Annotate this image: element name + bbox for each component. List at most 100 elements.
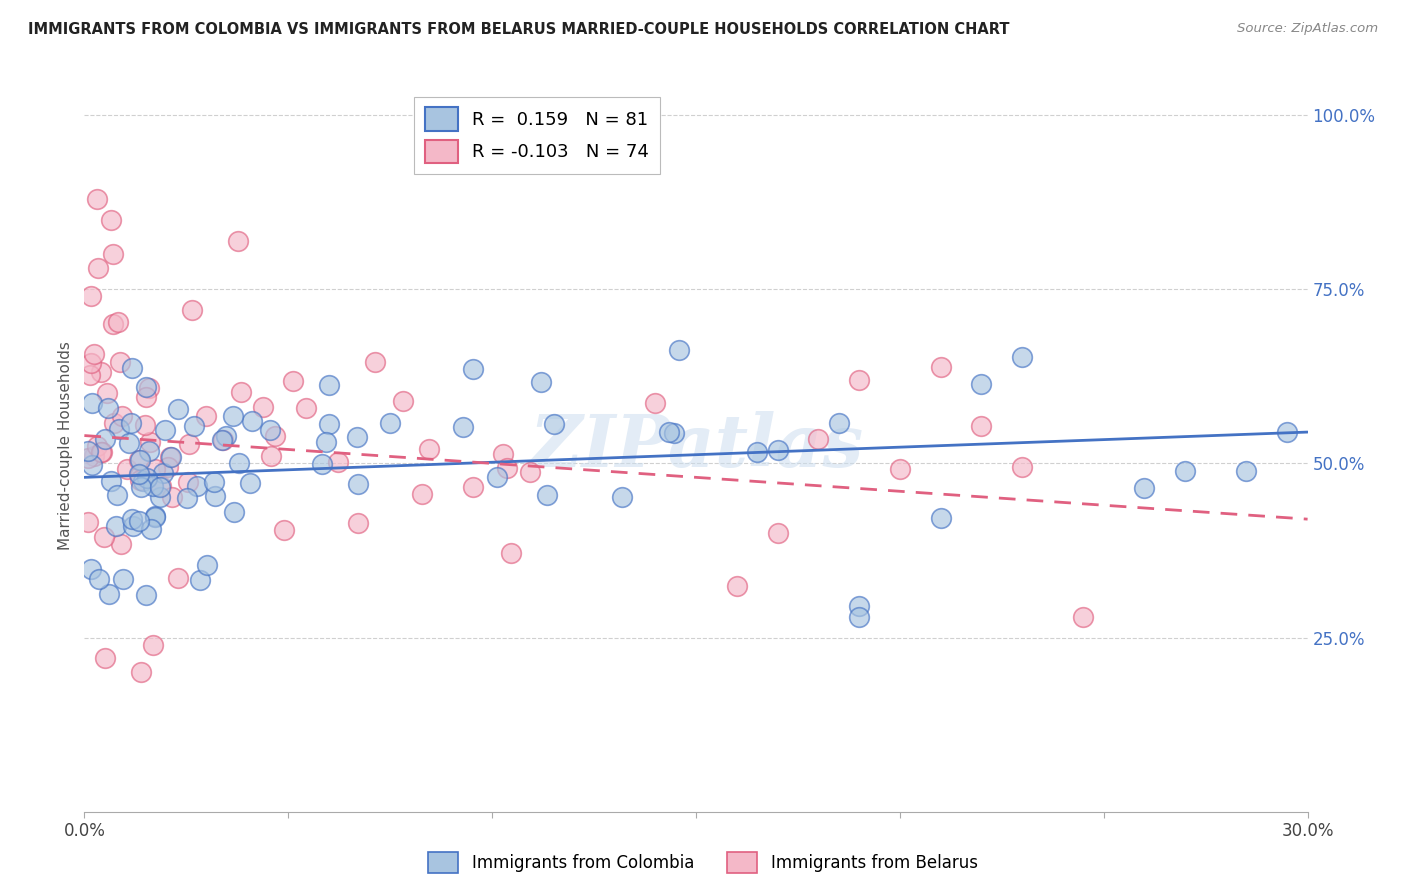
- Point: [222, 505, 245, 519]
- Y-axis label: Married-couple Households: Married-couple Households: [58, 342, 73, 550]
- Point: [101, 317, 124, 331]
- Point: [86, 439, 108, 453]
- Point: [129, 452, 152, 467]
- Point: [160, 490, 183, 504]
- Point: [828, 416, 851, 430]
- Point: [211, 433, 233, 447]
- Point: [725, 578, 748, 592]
- Point: [501, 546, 523, 560]
- Point: [107, 315, 129, 329]
- Point: [90, 365, 112, 379]
- Point: [347, 516, 370, 531]
- Point: [128, 474, 150, 488]
- Point: [149, 490, 172, 504]
- Point: [80, 356, 103, 370]
- Point: [848, 609, 870, 624]
- Point: [610, 490, 633, 504]
- Point: [110, 537, 132, 551]
- Legend: Immigrants from Colombia, Immigrants from Belarus: Immigrants from Colombia, Immigrants fro…: [422, 846, 984, 880]
- Point: [138, 434, 160, 449]
- Point: [108, 422, 131, 436]
- Point: [105, 518, 128, 533]
- Point: [889, 462, 911, 476]
- Point: [128, 468, 150, 483]
- Point: [364, 355, 387, 369]
- Point: [495, 461, 517, 475]
- Point: [135, 379, 157, 393]
- Point: [87, 573, 110, 587]
- Point: [281, 374, 304, 388]
- Point: [142, 479, 165, 493]
- Point: [110, 355, 132, 369]
- Point: [766, 526, 789, 541]
- Point: [100, 212, 122, 227]
- Text: IMMIGRANTS FROM COLOMBIA VS IMMIGRANTS FROM BELARUS MARRIED-COUPLE HOUSEHOLDS CO: IMMIGRANTS FROM COLOMBIA VS IMMIGRANTS F…: [28, 22, 1010, 37]
- Point: [93, 530, 115, 544]
- Point: [1174, 465, 1197, 479]
- Point: [239, 475, 262, 490]
- Point: [747, 445, 769, 459]
- Point: [149, 480, 172, 494]
- Point: [143, 510, 166, 524]
- Point: [129, 480, 152, 494]
- Point: [103, 247, 125, 261]
- Point: [103, 416, 125, 430]
- Point: [105, 488, 128, 502]
- Point: [118, 436, 141, 450]
- Point: [77, 443, 100, 458]
- Point: [167, 571, 190, 585]
- Point: [211, 433, 233, 447]
- Point: [263, 429, 285, 443]
- Point: [152, 466, 174, 480]
- Point: [318, 378, 340, 392]
- Point: [658, 425, 681, 439]
- Point: [536, 488, 558, 502]
- Point: [318, 417, 340, 432]
- Point: [177, 437, 200, 451]
- Point: [848, 599, 870, 613]
- Point: [252, 400, 274, 414]
- Point: [260, 449, 283, 463]
- Point: [77, 515, 100, 529]
- Point: [83, 450, 105, 464]
- Point: [240, 414, 263, 428]
- Point: [149, 479, 172, 493]
- Point: [519, 465, 541, 479]
- Point: [79, 368, 101, 382]
- Point: [83, 347, 105, 361]
- Point: [970, 377, 993, 392]
- Point: [96, 386, 118, 401]
- Point: [183, 418, 205, 433]
- Point: [378, 417, 401, 431]
- Point: [1011, 460, 1033, 475]
- Point: [155, 423, 177, 437]
- Point: [80, 458, 103, 473]
- Point: [132, 474, 155, 488]
- Point: [138, 381, 160, 395]
- Point: [929, 511, 952, 525]
- Point: [176, 491, 198, 505]
- Point: [848, 373, 870, 387]
- Point: [135, 390, 157, 404]
- Point: [259, 423, 281, 437]
- Point: [128, 467, 150, 482]
- Point: [1133, 481, 1156, 495]
- Point: [221, 409, 243, 424]
- Point: [807, 432, 830, 446]
- Point: [929, 360, 952, 375]
- Point: [159, 450, 181, 464]
- Point: [120, 416, 142, 430]
- Point: [668, 343, 690, 357]
- Point: [128, 452, 150, 467]
- Point: [142, 638, 165, 652]
- Point: [121, 361, 143, 376]
- Point: [115, 462, 138, 476]
- Point: [77, 451, 100, 466]
- Point: [970, 419, 993, 434]
- Text: Source: ZipAtlas.com: Source: ZipAtlas.com: [1237, 22, 1378, 36]
- Point: [129, 665, 152, 680]
- Point: [295, 401, 318, 415]
- Point: [195, 409, 218, 423]
- Point: [90, 445, 112, 459]
- Point: [80, 562, 103, 576]
